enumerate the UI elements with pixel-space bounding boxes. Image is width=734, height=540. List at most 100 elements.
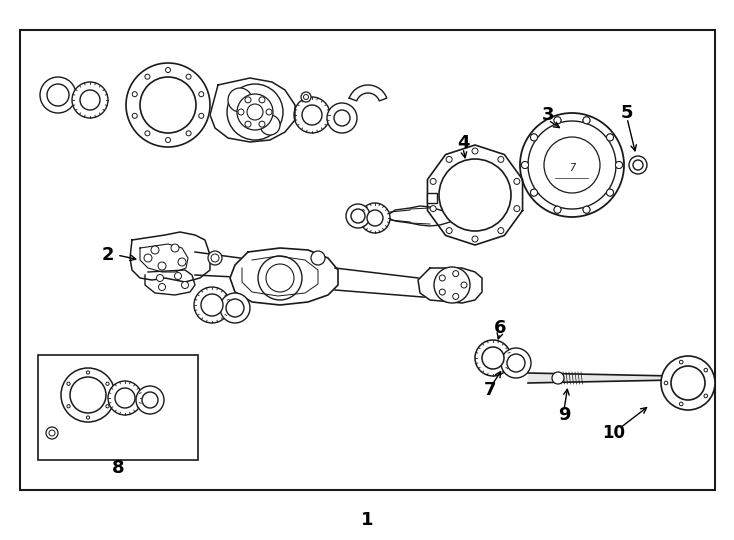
Circle shape — [171, 244, 179, 252]
Circle shape — [301, 92, 311, 102]
Circle shape — [367, 210, 383, 226]
Circle shape — [461, 282, 467, 288]
Circle shape — [439, 275, 446, 281]
Circle shape — [446, 157, 452, 163]
Circle shape — [528, 121, 616, 209]
Circle shape — [360, 203, 390, 233]
Bar — [427, 193, 437, 203]
Circle shape — [661, 356, 715, 410]
Circle shape — [46, 427, 58, 439]
Circle shape — [520, 113, 624, 217]
Circle shape — [521, 161, 528, 168]
Circle shape — [49, 430, 55, 436]
Circle shape — [165, 138, 170, 143]
Circle shape — [554, 206, 561, 213]
Circle shape — [498, 227, 504, 234]
Text: 8: 8 — [112, 459, 124, 477]
Circle shape — [181, 281, 189, 288]
Circle shape — [178, 258, 186, 266]
Text: 6: 6 — [494, 319, 506, 337]
Circle shape — [259, 121, 265, 127]
Text: 7: 7 — [569, 163, 575, 173]
Circle shape — [259, 97, 265, 103]
Text: 3: 3 — [542, 106, 554, 124]
Circle shape — [629, 156, 647, 174]
Circle shape — [616, 161, 622, 168]
Circle shape — [475, 340, 511, 376]
Circle shape — [247, 104, 263, 120]
Circle shape — [245, 97, 251, 103]
Text: 2: 2 — [102, 246, 115, 264]
Circle shape — [199, 113, 204, 118]
Circle shape — [606, 134, 614, 141]
Circle shape — [453, 271, 459, 276]
Circle shape — [302, 105, 322, 125]
Circle shape — [142, 392, 158, 408]
Circle shape — [211, 254, 219, 262]
Circle shape — [544, 137, 600, 193]
Circle shape — [80, 90, 100, 110]
Circle shape — [208, 251, 222, 265]
Circle shape — [175, 273, 181, 280]
Circle shape — [583, 206, 590, 213]
Circle shape — [514, 206, 520, 212]
Circle shape — [453, 293, 459, 299]
Circle shape — [606, 189, 614, 196]
Circle shape — [554, 117, 561, 124]
Circle shape — [552, 372, 564, 384]
Circle shape — [220, 293, 250, 323]
Circle shape — [158, 262, 166, 270]
Circle shape — [70, 377, 106, 413]
Circle shape — [47, 84, 69, 106]
Circle shape — [439, 289, 446, 295]
Circle shape — [633, 160, 643, 170]
Bar — [20, 30, 715, 490]
Circle shape — [87, 416, 90, 419]
Polygon shape — [418, 268, 482, 303]
Circle shape — [194, 287, 230, 323]
Circle shape — [144, 254, 152, 262]
Circle shape — [226, 299, 244, 317]
Polygon shape — [427, 145, 523, 245]
Circle shape — [266, 264, 294, 292]
Circle shape — [145, 131, 150, 136]
Circle shape — [106, 382, 109, 386]
Circle shape — [430, 206, 436, 212]
Circle shape — [245, 121, 251, 127]
Circle shape — [680, 402, 683, 406]
Circle shape — [554, 117, 561, 124]
Circle shape — [228, 88, 252, 112]
Circle shape — [132, 92, 137, 97]
Circle shape — [583, 206, 590, 213]
Text: 5: 5 — [621, 104, 633, 122]
Circle shape — [258, 256, 302, 300]
Polygon shape — [145, 270, 195, 295]
Circle shape — [108, 381, 142, 415]
Circle shape — [704, 368, 708, 372]
Polygon shape — [230, 248, 338, 305]
Text: 4: 4 — [457, 134, 469, 152]
Circle shape — [439, 159, 511, 231]
Circle shape — [165, 68, 170, 72]
Text: 7: 7 — [484, 381, 496, 399]
Circle shape — [334, 110, 350, 126]
Circle shape — [136, 386, 164, 414]
Circle shape — [311, 251, 325, 265]
Circle shape — [446, 227, 452, 234]
Circle shape — [351, 209, 365, 223]
Circle shape — [583, 117, 590, 124]
Text: 10: 10 — [603, 424, 625, 442]
Circle shape — [583, 117, 590, 124]
Bar — [38, 355, 198, 460]
Circle shape — [67, 382, 70, 386]
Polygon shape — [210, 78, 295, 142]
Circle shape — [201, 294, 223, 316]
Polygon shape — [130, 232, 210, 282]
Circle shape — [260, 115, 280, 135]
Circle shape — [430, 178, 436, 184]
Circle shape — [664, 381, 668, 385]
Circle shape — [132, 113, 137, 118]
Circle shape — [87, 371, 90, 374]
Circle shape — [186, 74, 191, 79]
Circle shape — [199, 92, 204, 97]
